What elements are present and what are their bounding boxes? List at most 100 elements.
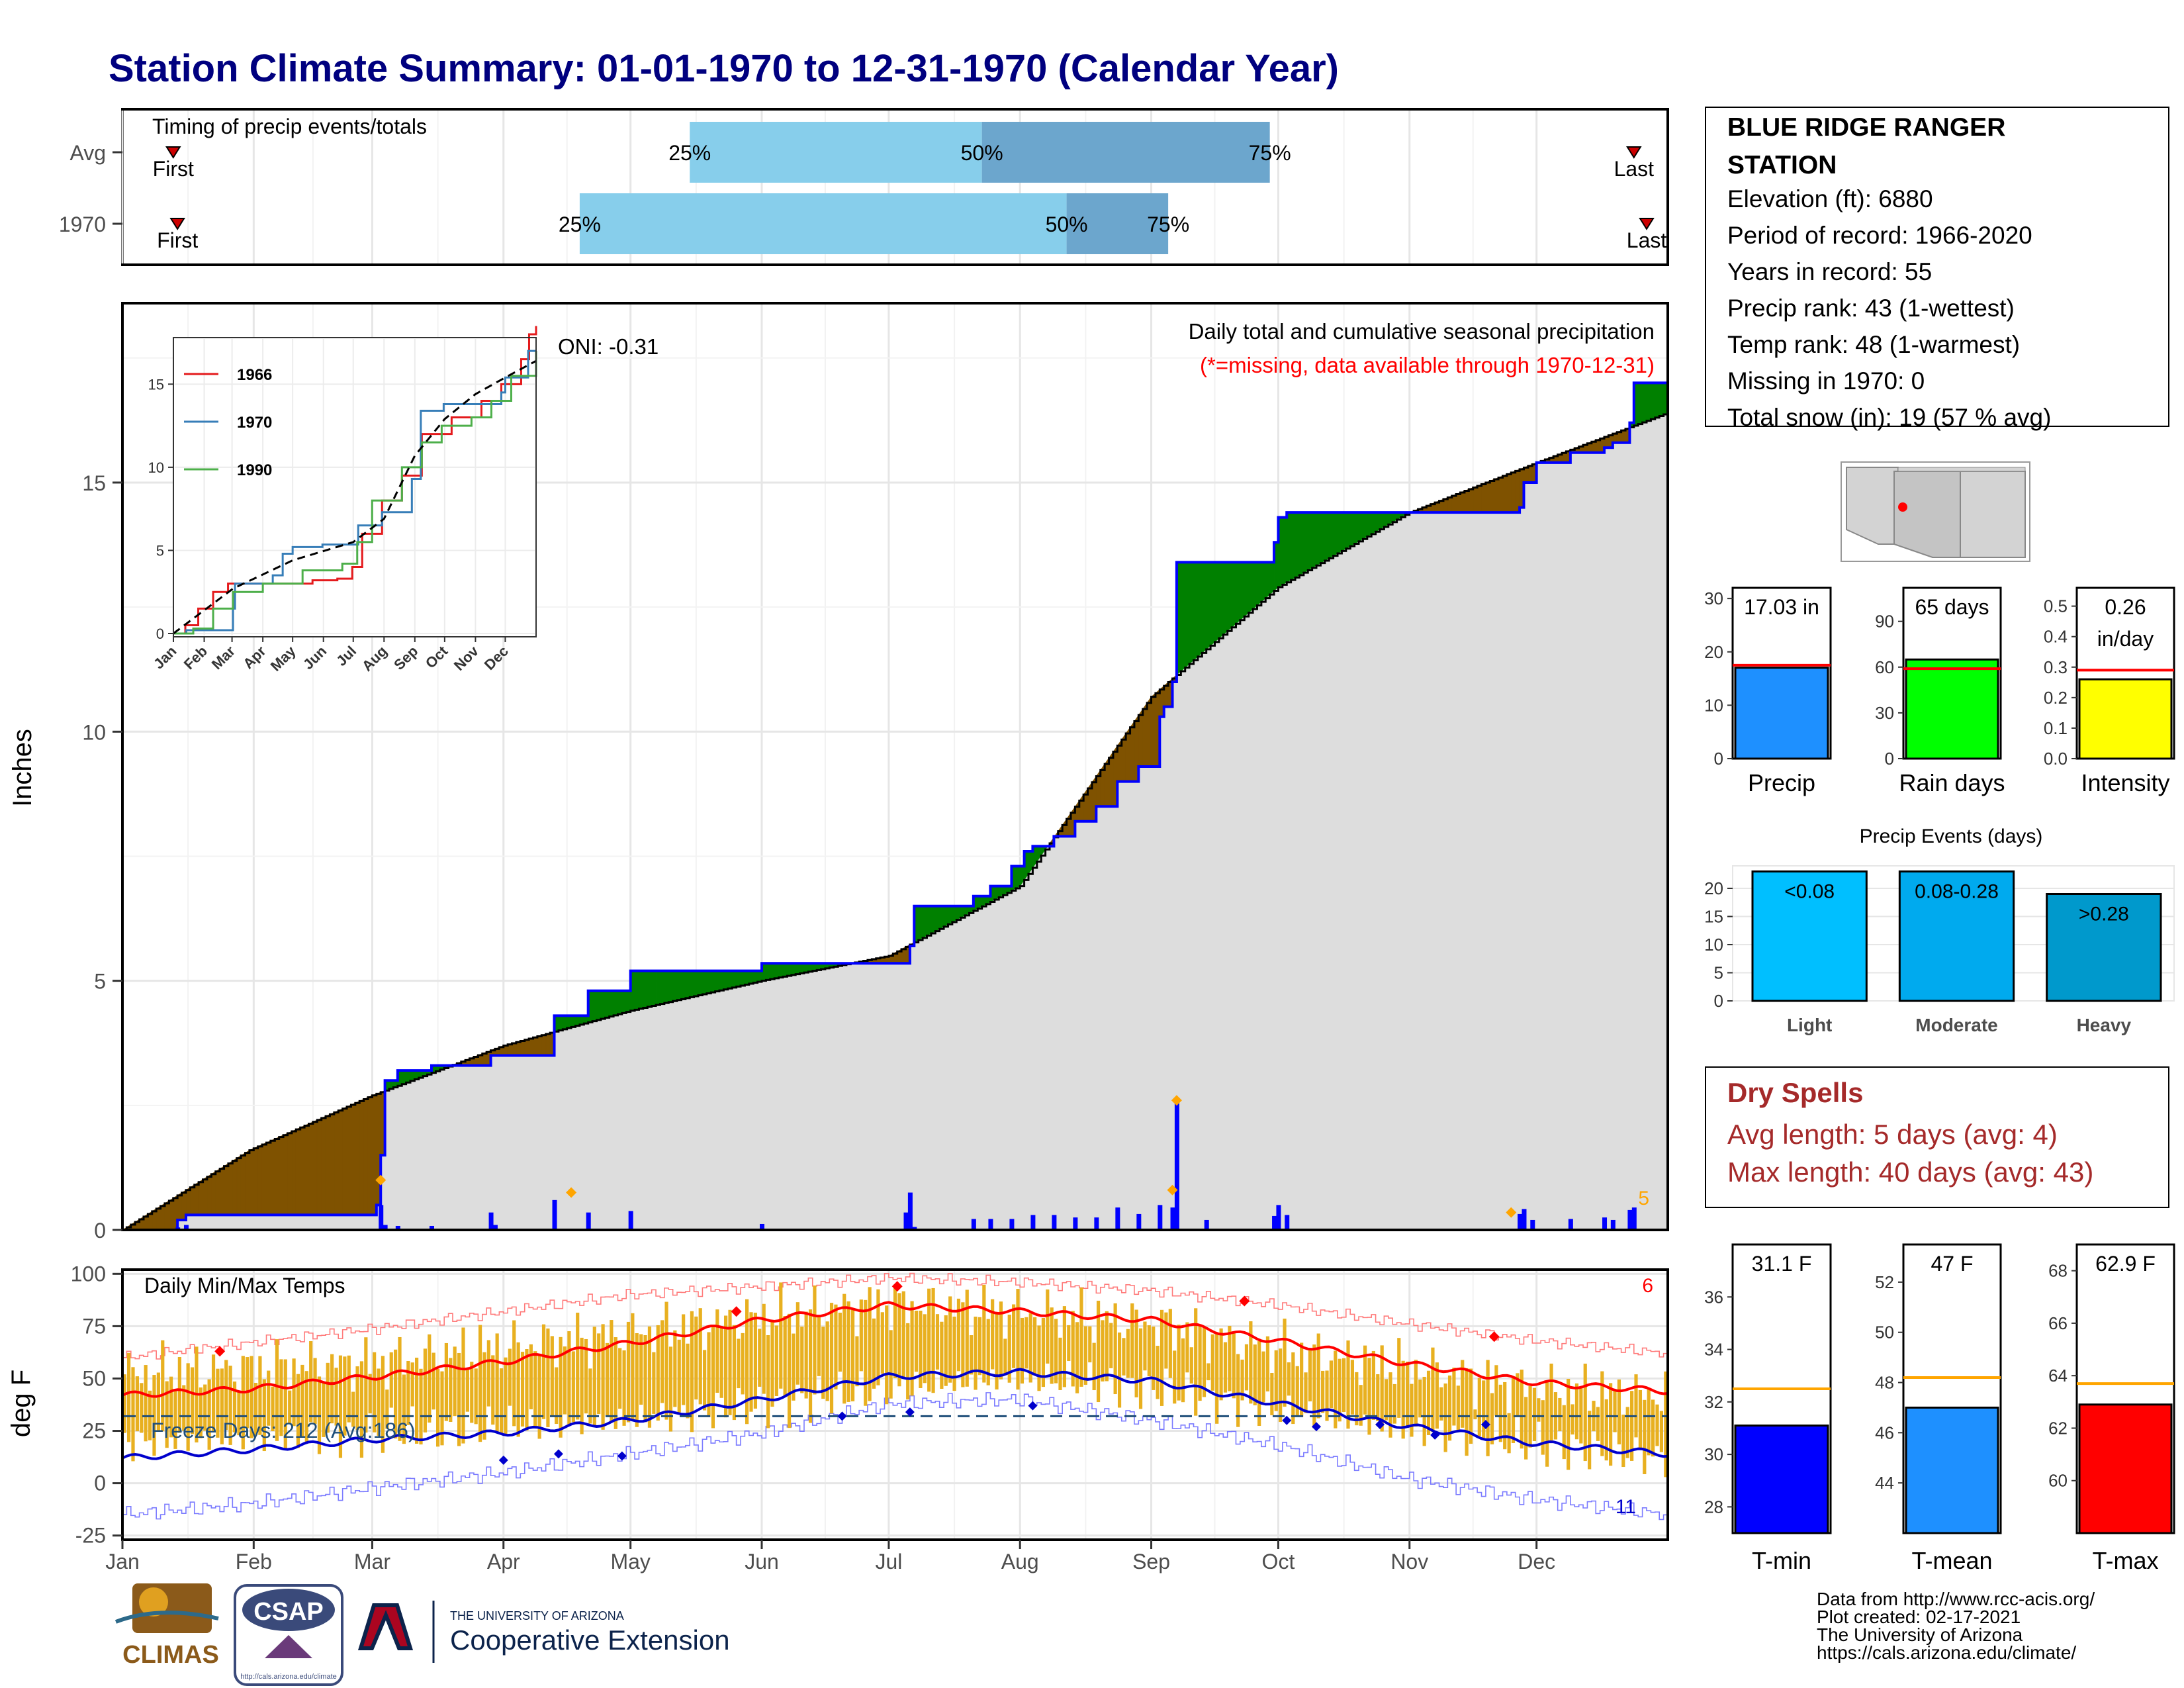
daily-temp-bar — [804, 1311, 808, 1399]
cumulative-diff-segment — [321, 1115, 326, 1215]
daily-temp-bar — [584, 1338, 588, 1414]
daily-temp-bar — [1173, 1350, 1177, 1404]
daily-temp-bar — [914, 1311, 919, 1372]
record-high-count: 6 — [1642, 1275, 1653, 1297]
dry-spells-box: Dry Spells Avg length: 5 days (avg: 4) M… — [1705, 1066, 2169, 1208]
cumulative-diff-segment — [1642, 383, 1647, 423]
cumulative-diff-segment — [1345, 512, 1351, 549]
cumulative-diff-segment — [639, 970, 644, 1009]
daily-precip-bar — [492, 1225, 498, 1230]
daily-temp-bar — [1338, 1358, 1342, 1422]
daily-temp-bar — [1397, 1338, 1401, 1418]
daily-temp-bar — [1507, 1413, 1511, 1454]
cumulative-diff-segment — [617, 990, 623, 1015]
daily-temp-bar — [211, 1354, 216, 1432]
daily-precip-bar — [1052, 1215, 1057, 1230]
cumulative-diff-segment — [1231, 562, 1236, 628]
station-line-4: Temp rank: 48 (1-warmest) — [1727, 331, 2020, 358]
daily-temp-bar — [491, 1355, 495, 1425]
mini-y-tick-label: 48 — [1875, 1373, 1894, 1393]
daily-temp-bar — [1516, 1373, 1520, 1417]
daily-temp-bar — [1456, 1385, 1460, 1432]
cumulative-diff-segment — [261, 1142, 267, 1215]
precip-title: Daily total and cumulative seasonal prec… — [1189, 319, 1655, 344]
mini-panel-t-min: 31.1 F 28 30 32 34 36 T-min — [1704, 1243, 1832, 1574]
mini-y-tick-label: 30 — [1704, 588, 1723, 608]
cumulative-diff-segment — [1252, 562, 1257, 610]
daily-temp-bar — [741, 1333, 745, 1395]
daily-temp-bar — [686, 1343, 690, 1419]
events-category-label: Heavy — [2077, 1015, 2132, 1035]
record-low-marker — [617, 1451, 627, 1461]
record-low-marker — [1480, 1420, 1490, 1430]
daily-temp-bar — [423, 1348, 428, 1432]
daily-temp-bar — [1143, 1321, 1147, 1371]
temp-mini-charts: 31.1 F 28 30 32 34 36 T-min 47 F 44 46 48 50 52 T-mea… — [1704, 1243, 2175, 1574]
daily-temp-bar — [444, 1342, 448, 1421]
precip-events-title: Precip Events (days) — [1860, 825, 2043, 847]
cumulative-diff-segment — [613, 990, 618, 1016]
cumulative-diff-segment — [1202, 562, 1206, 654]
mini-value-label: 17.03 in — [1744, 595, 1819, 619]
cumulative-diff-segment — [1481, 482, 1486, 513]
daily-temp-bar — [304, 1371, 308, 1442]
daily-temp-bar — [1643, 1399, 1647, 1474]
cumulative-diff-segment — [334, 1110, 339, 1215]
daily-temp-bar — [377, 1368, 381, 1436]
daily-temp-bar — [982, 1284, 986, 1383]
temp-y-tick-label: 25 — [82, 1419, 106, 1443]
ua-extension-logo: A THE UNIVERSITY OF ARIZONA Cooperative … — [357, 1601, 730, 1663]
daily-temp-bar — [923, 1314, 927, 1383]
cumulative-diff-segment — [621, 990, 627, 1013]
daily-temp-bar — [783, 1316, 787, 1396]
timing-first-marker — [169, 218, 185, 230]
cumulative-diff-segment — [1218, 562, 1224, 639]
events-y-tick-label: 0 — [1714, 991, 1723, 1011]
cumulative-diff-segment — [1363, 512, 1368, 539]
cumulative-diff-segment — [694, 970, 699, 997]
ua-logo-mark — [357, 1603, 414, 1650]
daily-precip-bar — [1627, 1209, 1633, 1230]
cumulative-diff-segment — [727, 970, 733, 989]
daily-temp-bar — [1228, 1325, 1232, 1391]
cumulative-diff-segment — [1485, 481, 1490, 513]
daily-temp-bar — [435, 1368, 440, 1447]
temp-frame — [121, 1268, 1669, 1541]
mini-bar — [2078, 1403, 2173, 1534]
daily-temp-bar — [986, 1319, 990, 1385]
daily-temp-bar — [1532, 1387, 1537, 1441]
daily-temp-bar — [1410, 1383, 1414, 1437]
daily-temp-bar — [541, 1324, 546, 1419]
daily-temp-bar — [1630, 1391, 1634, 1461]
daily-temp-bar — [652, 1352, 656, 1414]
timing-row-label: Avg — [69, 141, 106, 165]
daily-temp-bar — [825, 1321, 829, 1401]
daily-temp-bar — [131, 1367, 135, 1462]
daily-temp-bar — [440, 1371, 444, 1446]
mini-category-label: T-min — [1752, 1547, 1811, 1574]
daily-temp-bar — [1265, 1336, 1270, 1391]
daily-temp-bar — [1549, 1363, 1553, 1441]
mini-y-tick-label: 0.4 — [2044, 627, 2068, 647]
cumulative-diff-segment — [1181, 562, 1186, 672]
csap-logo-url: http://cals.arizona.edu/climate — [240, 1673, 337, 1681]
daily-temp-bar — [597, 1333, 601, 1415]
daily-precip-bar — [1602, 1217, 1608, 1230]
cumulative-diff-segment — [1151, 692, 1156, 767]
timing-title: Timing of precip events/totals — [152, 115, 427, 138]
timing-bar-50-75 — [981, 122, 1270, 183]
daily-temp-bar — [271, 1386, 275, 1432]
daily-temp-bar — [931, 1288, 935, 1393]
cumulative-diff-segment — [228, 1160, 233, 1215]
events-bar-label: >0.28 — [2079, 904, 2129, 925]
footer-line-2: The University of Arizona — [1817, 1624, 2023, 1645]
daily-temp-bar — [1651, 1399, 1655, 1457]
daily-temp-bar — [1443, 1383, 1447, 1452]
record-low-marker — [553, 1449, 563, 1459]
daily-temp-bar — [1210, 1334, 1214, 1391]
daily-temp-bar — [1380, 1345, 1384, 1432]
cumulative-diff-segment — [367, 1095, 373, 1215]
mini-panel-precip: 17.03 in 0 10 20 30 Precip — [1704, 586, 1832, 796]
daily-precip-bar — [1030, 1215, 1036, 1230]
cumulative-diff-segment — [1248, 562, 1253, 614]
